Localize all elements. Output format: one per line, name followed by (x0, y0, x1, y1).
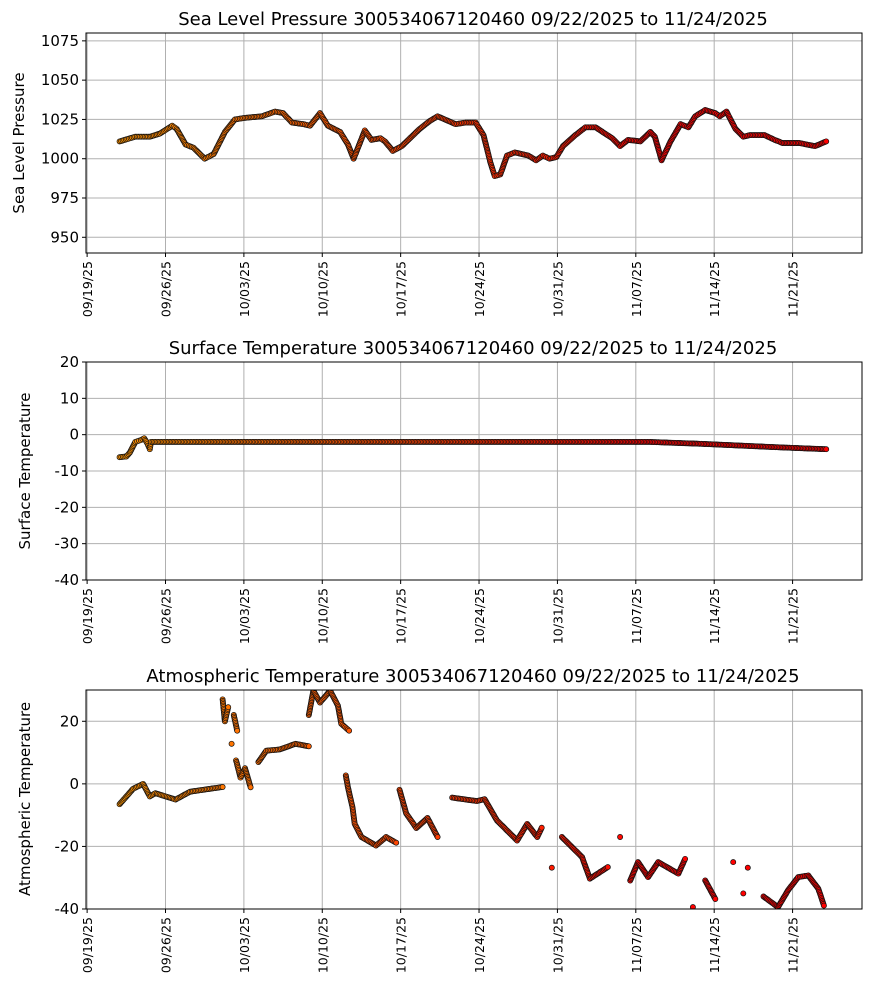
chart-title: Sea Level Pressure 300534067120460 09/22… (178, 9, 768, 30)
x-tick-label: 11/14/25 (707, 588, 722, 644)
data-point (689, 904, 696, 909)
sea-level-pressure-panel: Sea Level Pressure 300534067120460 09/22… (10, 9, 863, 317)
atmospheric-temperature-panel: Atmospheric Temperature 300534067120460 … (16, 666, 863, 973)
y-tick-label: 1000 (41, 150, 79, 168)
chart-title: Surface Temperature 300534067120460 09/2… (169, 338, 778, 359)
plot-frame (85, 32, 863, 254)
data-point (744, 864, 751, 871)
data-point (820, 902, 827, 909)
y-tick-label: 1025 (41, 110, 79, 128)
x-tick-label: 10/03/25 (237, 261, 252, 317)
y-tick-label: 20 (60, 353, 79, 371)
x-tick-label: 11/14/25 (707, 261, 722, 317)
x-tick-label: 10/03/25 (237, 588, 252, 644)
y-tick-label: -20 (55, 837, 80, 855)
data-point (393, 839, 400, 846)
y-tick-label: 0 (69, 775, 79, 793)
x-tick-label: 11/07/25 (629, 917, 644, 973)
data-series (116, 435, 830, 461)
x-tick-label: 11/21/25 (786, 588, 801, 644)
x-tick-label: 11/21/25 (786, 917, 801, 973)
x-tick-label: 10/31/25 (550, 917, 565, 973)
y-axis-label: Atmospheric Temperature (16, 702, 34, 896)
data-point (538, 824, 545, 831)
x-tick-label: 10/24/25 (472, 261, 487, 317)
data-point (346, 727, 353, 734)
x-tick-label: 10/10/25 (315, 917, 330, 973)
x-tick-label: 10/17/25 (394, 261, 409, 317)
x-tick-label: 09/19/25 (80, 261, 95, 317)
x-tick-label: 10/10/25 (315, 261, 330, 317)
x-tick-label: 11/14/25 (707, 917, 722, 973)
x-tick-label: 11/21/25 (786, 261, 801, 317)
surface-temperature-panel: Surface Temperature 300534067120460 09/2… (16, 338, 863, 644)
data-series (116, 107, 830, 179)
y-tick-label: 10 (60, 389, 79, 407)
data-point (682, 855, 689, 862)
y-tick-label: -40 (55, 571, 80, 589)
y-tick-label: 950 (50, 228, 79, 246)
data-point (823, 138, 830, 145)
y-axis-label: Surface Temperature (16, 393, 34, 550)
x-tick-label: 09/26/25 (159, 588, 174, 644)
x-tick-label: 10/31/25 (550, 588, 565, 644)
plot-frame (85, 361, 863, 581)
data-point (434, 834, 441, 840)
data-point (219, 784, 226, 790)
x-tick-label: 10/17/25 (394, 588, 409, 644)
data-point (617, 834, 624, 840)
data-point (730, 859, 737, 866)
x-tick-label: 09/26/25 (159, 917, 174, 973)
y-tick-label: -20 (55, 498, 80, 516)
x-tick-label: 09/19/25 (80, 917, 95, 973)
y-tick-label: -30 (55, 535, 80, 553)
chart-title: Atmospheric Temperature 300534067120460 … (146, 666, 799, 687)
x-tick-label: 09/19/25 (80, 588, 95, 644)
data-point (225, 704, 232, 711)
y-tick-label: -10 (55, 462, 80, 480)
data-point (548, 864, 555, 871)
x-tick-label: 11/07/25 (629, 588, 644, 644)
x-tick-label: 10/17/25 (394, 917, 409, 973)
data-point (234, 727, 241, 734)
x-tick-label: 10/24/25 (472, 917, 487, 973)
x-tick-label: 10/03/25 (237, 917, 252, 973)
data-point (247, 784, 254, 791)
y-tick-label: 975 (50, 189, 79, 207)
x-tick-label: 10/31/25 (550, 261, 565, 317)
y-tick-label: -40 (55, 900, 80, 918)
data-point (604, 864, 611, 871)
data-series (116, 690, 827, 909)
data-point (712, 896, 719, 902)
y-tick-label: 1050 (41, 71, 79, 89)
plot-frame (85, 689, 863, 910)
y-tick-label: 20 (60, 712, 79, 730)
x-tick-label: 10/10/25 (315, 588, 330, 644)
x-tick-label: 11/07/25 (629, 261, 644, 317)
data-point (305, 743, 312, 750)
data-point (228, 740, 235, 747)
y-tick-label: 1075 (41, 32, 79, 50)
x-tick-label: 10/24/25 (472, 588, 487, 644)
x-tick-label: 09/26/25 (159, 261, 174, 317)
y-tick-label: 0 (69, 426, 79, 444)
data-point (740, 890, 747, 897)
data-point (823, 446, 830, 453)
y-axis-label: Sea Level Pressure (10, 72, 28, 213)
